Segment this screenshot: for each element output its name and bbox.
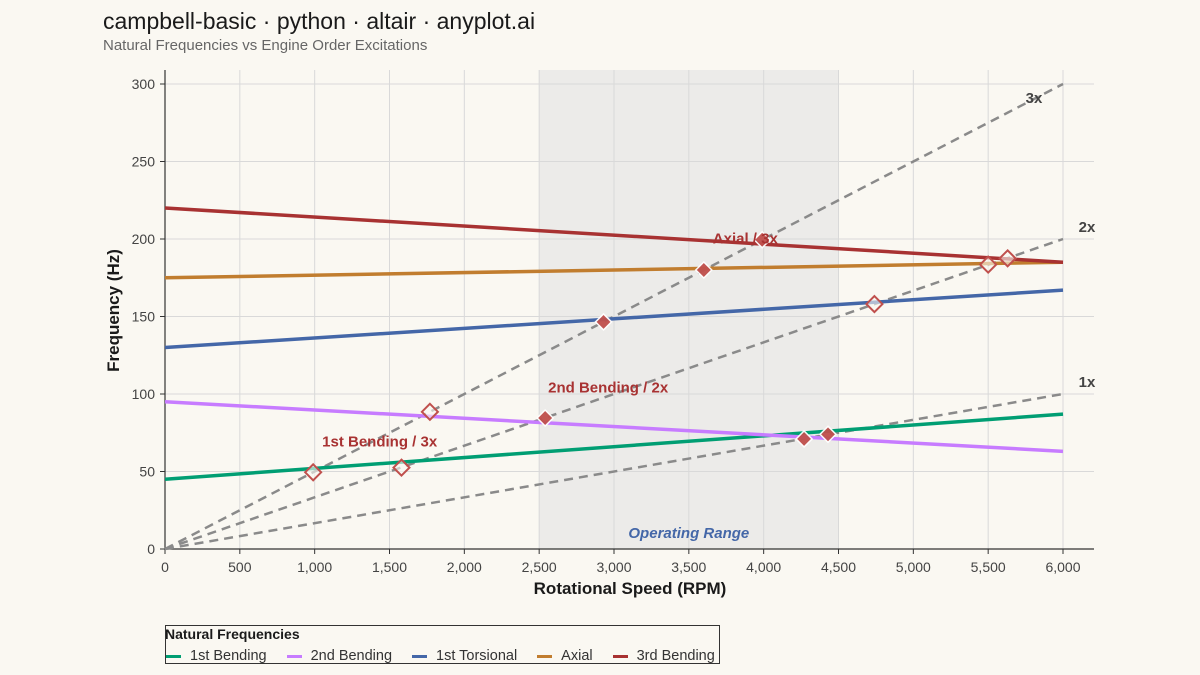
x-tick-label: 3,500 [671,559,706,575]
x-tick-label: 2,000 [447,559,482,575]
engine-order-label-2x: 2x [1079,219,1096,236]
legend-label: 2nd Bending [310,648,393,664]
annotation: 1st Bending / 3x [322,434,438,451]
series-line-1st-torsional [164,288,1064,350]
legend-label: Axial [561,648,593,664]
legend-swatch [286,654,302,658]
x-tick-label: 3,000 [596,559,631,575]
legend-title: Natural Frequencies [165,626,300,642]
annotation: Axial / 3x [713,231,779,248]
y-tick-label: 300 [132,76,156,92]
crossing-marker [978,255,998,274]
y-tick-label: 50 [139,464,155,480]
crossing-marker-in-range [753,230,772,249]
legend-item: 1st Torsional [412,648,517,664]
crossing-marker-in-range [694,260,713,280]
chart-title: campbell-basic · python · altair · anypl… [103,8,536,34]
legend-item: 3rd Bending [612,648,715,664]
legend-items: 1st Bending 2nd Bending 1st Torsional Axial… [166,648,735,664]
legend-item: 1st Bending [166,648,267,664]
y-axis-label: Frequency (Hz) [104,249,123,372]
legend: Natural Frequencies 1st Bending 2nd Bendi… [165,625,720,664]
x-tick-label: 4,500 [821,559,856,575]
y-tick-label: 250 [132,154,156,170]
crossing-marker-in-range [818,425,838,444]
x-tick-label: 5,500 [971,559,1006,575]
x-tick-label: 1,000 [297,559,332,575]
engine-order-label-1x: 1x [1079,374,1096,391]
engine-order-label-3x: 3x [1026,90,1043,107]
crossing-marker-in-range [795,429,814,449]
series-line-3rd-bending [164,206,1064,264]
engine-order-line-1x [164,392,1064,551]
legend-swatch [412,654,428,658]
legend-label: 1st Torsional [436,648,518,664]
x-tick-label: 2,500 [522,559,557,575]
x-tick-label: 4,000 [746,559,781,575]
x-axis-label: Rotational Speed (RPM) [534,579,727,598]
crossing-marker [420,402,440,422]
series-line-axial [164,260,1064,280]
chart-subtitle: Natural Frequencies vs Engine Order Exci… [103,37,428,54]
chart-header: campbell-basic · python · altair · anypl… [103,6,535,56]
crossing-marker [392,458,411,478]
legend-swatch [612,654,628,658]
legend-label: 1st Bending [190,648,267,664]
x-tick-label: 5,000 [896,559,931,575]
y-tick-label: 100 [132,386,156,402]
y-tick-label: 0 [147,541,155,557]
legend-label: 3rd Bending [636,648,715,664]
crossing-marker [865,294,884,314]
crossing-marker-in-range [536,408,555,428]
engine-order-line-2x [164,237,1064,551]
crossing-marker-in-range [594,312,613,331]
x-tick-label: 500 [228,559,252,575]
x-tick-label: 0 [161,559,169,575]
crossing-marker [303,462,323,482]
operating-range-label: Operating Range [628,525,749,542]
crossing-marker [998,248,1018,268]
y-tick-label: 150 [132,309,156,325]
x-tick-label: 6,000 [1045,559,1080,575]
x-tick-label: 1,500 [372,559,407,575]
legend-item: Axial [537,648,593,664]
legend-swatch [537,654,553,658]
legend-swatch [166,654,181,658]
annotation: 2nd Bending / 2x [548,379,669,396]
series-line-2nd-bending [164,400,1064,454]
legend-item: 2nd Bending [286,648,393,664]
y-tick-label: 200 [132,231,156,247]
